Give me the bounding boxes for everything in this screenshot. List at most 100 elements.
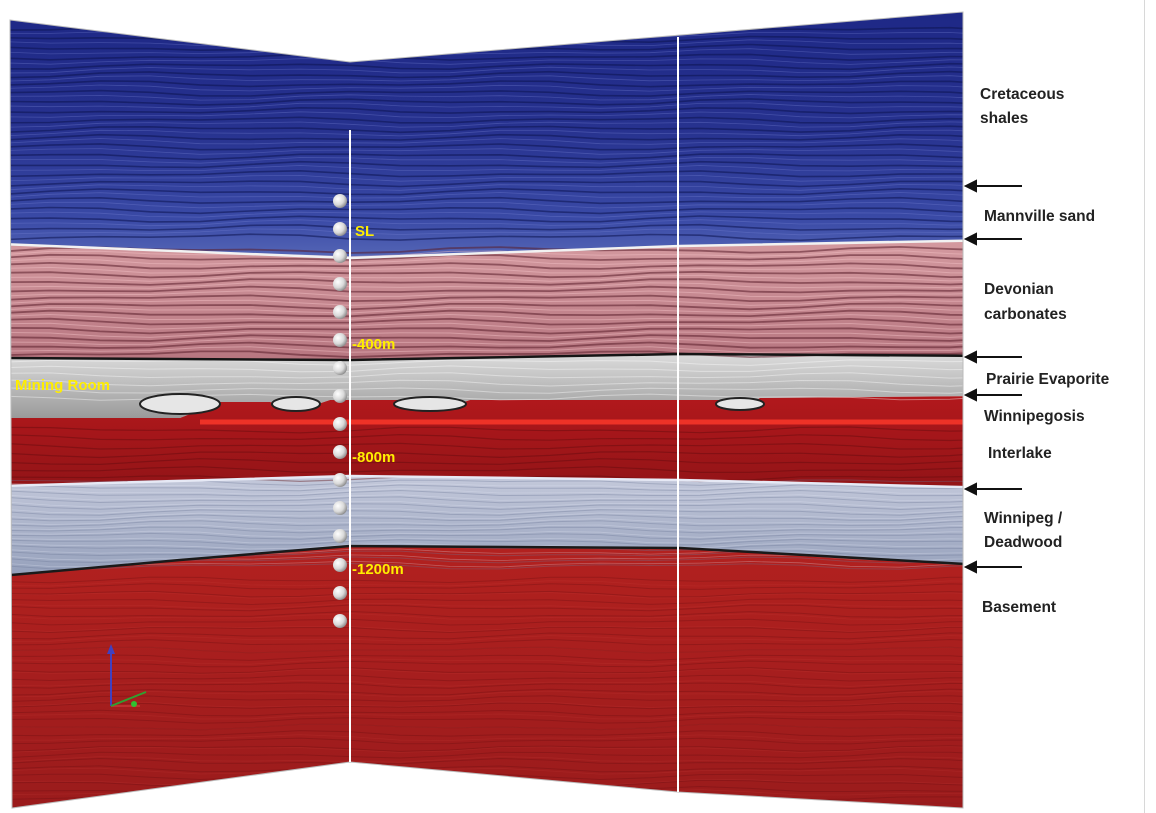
reflector-line [10,734,963,742]
formation-winnipegosis: Winnipegosis [984,408,1085,425]
reflector-line [10,433,963,442]
reflector-line [10,583,963,590]
arrow-left-icon [963,388,1022,402]
reflector-line [10,479,963,487]
reflector-line [10,270,963,279]
geophone-sphere-icon [333,501,347,515]
reflector-line [10,223,963,231]
interlake-bright-reflector [199,418,963,426]
formation-basement: Basement [982,599,1056,616]
reflector-line [10,75,963,82]
reflector-line [10,125,963,134]
reflector-line [10,674,963,682]
reflector-line [10,658,963,665]
geophone-sphere-icon [333,417,347,431]
reflector-line [10,550,963,557]
reflector-line [10,299,963,306]
reflector-line [10,290,963,298]
reflector-line [10,66,963,74]
reflector-line [10,338,963,345]
reflector-line [10,322,963,330]
reflector-line [10,556,963,564]
reflector-line [10,317,963,326]
geophone-sphere-icon [333,361,347,375]
reflector-line [10,89,963,97]
geophone-sphere-icon [333,389,347,403]
reflector-line [10,598,963,606]
depth-label-400m: -400m [352,336,395,353]
reflector-line [10,580,963,587]
geophone-string [333,194,347,628]
reflector-line [10,709,963,717]
cube-outline [9,11,964,809]
reflector-line [10,610,963,618]
reflector-line [10,201,963,209]
reflector-line [10,618,963,626]
reflector-line [10,530,963,538]
reflector-line [10,632,963,640]
reflector-line [10,602,963,610]
axis-triad-icon [107,644,147,707]
reflector-line [10,746,963,753]
reflector-line [10,458,963,466]
reflector-line [10,635,963,642]
reflector-line [10,143,963,151]
page-right-border [1144,0,1145,813]
reflector-line [10,106,963,115]
reflector-line [10,695,963,703]
reflector-line [10,501,963,508]
arrow-left-icon [963,482,1022,496]
reflector-line [10,679,963,687]
reflector-line [10,98,963,106]
reflector-line [10,365,963,373]
reflector-line [10,625,963,632]
depth-label-1200m: -1200m [352,561,404,578]
reflector-line [10,737,963,745]
reflector-line [10,507,963,514]
reflector-line [10,80,963,88]
reflector-line [10,274,963,282]
reflector-line [10,654,963,662]
reflector-line [10,58,963,65]
reflector-line [10,285,963,294]
reflector-line [10,690,963,698]
reflector-line [10,514,963,522]
reflector-line [10,180,963,188]
reflector-line [10,138,963,145]
reflector-line [10,196,963,205]
formation-arrows [963,179,1022,574]
reflector-line [10,756,963,763]
reflector-line [10,682,963,689]
reflector-line [10,509,963,516]
reflector-line [10,745,963,753]
reflector-line [10,129,963,137]
geophone-sphere-icon [333,614,347,628]
reflector-line [10,302,963,311]
formation-winnipeg-line1: Winnipeg / [984,510,1063,527]
reflector-line [10,219,963,227]
mining-room-label: Mining Room [15,377,110,394]
arrow-left-icon [963,232,1022,246]
reflector-line [10,767,963,775]
geophone-sphere-icon [333,473,347,487]
reflector-line [10,102,963,110]
arrow-left-icon [963,560,1022,574]
reflector-line [10,520,963,527]
formation-devonian-line1: Devonian [984,281,1054,298]
reflector-line [10,206,963,215]
reflector-line [10,702,963,710]
reflector-line [10,53,963,61]
reflector-line [10,723,963,731]
reflector-line [10,334,963,342]
reflector-line [10,62,963,71]
reflector-line [10,503,963,511]
seismic-volume [10,12,963,808]
geophone-sphere-icon [333,194,347,208]
reflector-line [10,646,963,654]
geophone-sphere-icon [333,333,347,347]
reflector-line [10,604,963,612]
geophone-sphere-icon [333,529,347,543]
reflector-line [10,688,963,696]
reflector-line [10,494,963,501]
reflector-line [10,590,963,598]
